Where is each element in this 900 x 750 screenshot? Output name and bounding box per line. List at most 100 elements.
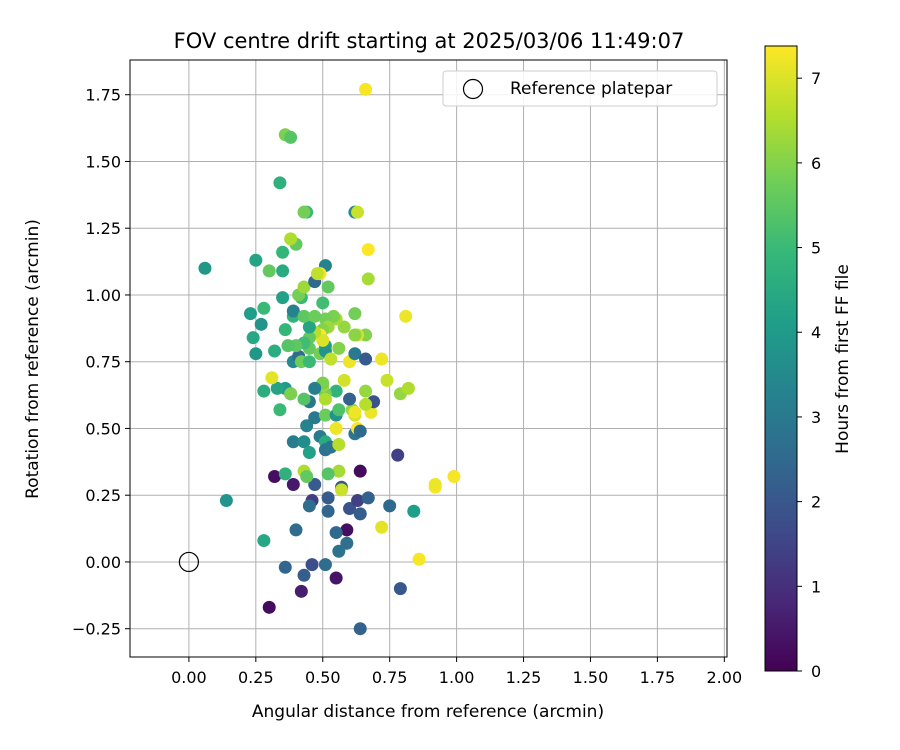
legend-marker-open-circle xyxy=(462,78,484,100)
x-tick-label: 1.75 xyxy=(640,668,676,687)
data-point xyxy=(257,534,271,548)
data-point xyxy=(393,582,407,596)
data-point xyxy=(308,309,322,323)
legend: Reference platepar xyxy=(442,70,718,107)
data-point xyxy=(310,267,324,281)
data-point xyxy=(278,323,292,337)
colorbar-tick-label: 7 xyxy=(811,69,821,88)
data-point xyxy=(302,499,316,513)
data-point xyxy=(351,205,365,219)
data-point xyxy=(412,552,426,566)
colorbar-tick-label: 4 xyxy=(811,323,821,342)
x-tick-label: 1.50 xyxy=(573,668,609,687)
data-point xyxy=(305,558,319,572)
chart-title: FOV centre drift starting at 2025/03/06 … xyxy=(174,29,685,53)
grid-lines xyxy=(130,60,727,657)
y-tick-label: 0.00 xyxy=(85,553,121,572)
data-point xyxy=(276,291,290,305)
data-point xyxy=(289,523,303,537)
x-axis-ticks: 0.00 0.25 0.50 0.75 1.00 1.25 1.50 1.75 2.00 xyxy=(171,657,742,687)
data-point xyxy=(348,347,362,361)
data-point xyxy=(340,536,354,550)
data-point xyxy=(329,526,343,540)
data-point xyxy=(321,467,335,481)
data-point xyxy=(302,445,316,459)
data-point xyxy=(361,243,375,257)
x-tick-label: 0.00 xyxy=(171,668,207,687)
y-tick-label: 0.75 xyxy=(85,353,121,372)
y-axis-label: Rotation from reference (arcmin) xyxy=(23,219,43,499)
data-point xyxy=(359,352,373,366)
y-tick-label: 1.00 xyxy=(85,286,121,305)
data-point xyxy=(262,600,276,614)
data-point xyxy=(219,494,233,508)
data-point xyxy=(359,384,373,398)
data-point xyxy=(343,502,357,516)
data-point xyxy=(284,387,298,401)
reference-platepar-marker xyxy=(178,551,199,573)
data-point xyxy=(297,205,311,219)
legend-box xyxy=(442,70,718,107)
data-point xyxy=(270,381,284,395)
data-point xyxy=(276,264,290,278)
data-point xyxy=(268,470,282,484)
data-point xyxy=(337,320,351,334)
data-points xyxy=(198,82,461,636)
data-point xyxy=(297,280,311,294)
data-point xyxy=(361,491,375,505)
data-point xyxy=(334,483,348,497)
data-point xyxy=(302,355,316,369)
data-point xyxy=(268,344,282,358)
data-point xyxy=(337,373,351,387)
colorbar-ticks: 0 1 2 3 4 5 6 7 xyxy=(797,69,821,681)
legend-entry-label: Reference platepar xyxy=(510,79,672,99)
data-point xyxy=(284,232,298,246)
data-point xyxy=(249,347,263,361)
y-tick-label: 1.25 xyxy=(85,219,121,238)
data-point xyxy=(281,339,295,353)
data-point xyxy=(375,352,389,366)
data-point xyxy=(353,424,367,438)
data-point xyxy=(329,384,343,398)
data-point xyxy=(286,478,300,492)
data-point xyxy=(383,499,397,513)
data-point xyxy=(332,341,346,355)
data-point xyxy=(348,405,362,419)
x-tick-label: 0.75 xyxy=(372,668,408,687)
data-point xyxy=(254,317,268,331)
data-point xyxy=(294,584,308,598)
data-point xyxy=(278,560,292,574)
data-point xyxy=(273,176,287,190)
data-point xyxy=(265,371,279,385)
data-point xyxy=(375,520,389,534)
data-point xyxy=(343,392,357,406)
data-point xyxy=(428,478,442,492)
colorbar-tick-label: 1 xyxy=(811,577,821,596)
y-tick-label: 0.50 xyxy=(85,419,121,438)
data-point xyxy=(407,504,421,518)
data-point xyxy=(351,494,365,508)
colorbar-tick-label: 3 xyxy=(811,408,821,427)
data-point xyxy=(276,245,290,259)
data-point xyxy=(332,403,346,417)
colorbar-gradient xyxy=(765,46,797,671)
data-point xyxy=(273,403,287,417)
data-point xyxy=(246,331,260,345)
x-tick-label: 2.00 xyxy=(707,668,743,687)
data-point xyxy=(332,544,346,558)
colorbar-tick-label: 2 xyxy=(811,493,821,512)
colorbar-label: Hours from first FF file xyxy=(833,264,853,454)
data-point xyxy=(316,333,330,347)
data-point xyxy=(359,82,373,96)
data-point xyxy=(249,253,263,267)
data-point xyxy=(302,320,316,334)
data-point xyxy=(318,408,332,422)
data-point xyxy=(308,411,322,425)
data-point xyxy=(399,309,413,323)
x-tick-label: 0.25 xyxy=(238,668,274,687)
data-point xyxy=(297,392,311,406)
x-tick-label: 0.50 xyxy=(305,668,341,687)
data-point xyxy=(447,470,461,484)
colorbar-tick-label: 6 xyxy=(811,154,821,173)
